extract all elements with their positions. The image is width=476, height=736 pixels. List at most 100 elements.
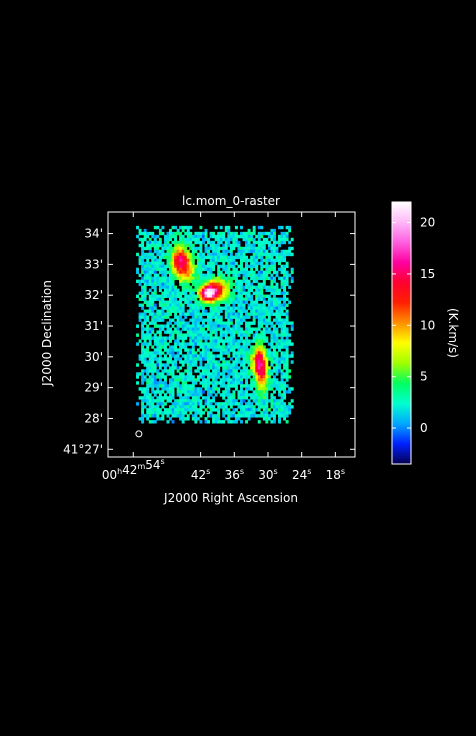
- map-pixel: [171, 306, 175, 310]
- map-pixel: [260, 381, 264, 385]
- map-pixel: [153, 336, 157, 340]
- map-pixel: [209, 381, 213, 385]
- map-pixel: [252, 243, 256, 248]
- map-pixel: [204, 399, 208, 403]
- map-pixel: [265, 261, 269, 266]
- map-pixel: [219, 384, 223, 388]
- map-pixel: [163, 237, 167, 242]
- map-pixel: [285, 276, 289, 281]
- map-pixel: [242, 342, 246, 346]
- map-pixel: [191, 351, 195, 355]
- map-pixel: [174, 255, 178, 260]
- map-pixel: [161, 297, 165, 301]
- map-pixel: [184, 246, 188, 251]
- map-pixel: [191, 270, 195, 275]
- map-pixel: [265, 312, 269, 316]
- map-pixel: [232, 378, 236, 382]
- map-pixel: [260, 303, 264, 307]
- map-pixel: [179, 345, 183, 349]
- map-pixel: [252, 372, 256, 376]
- map-pixel: [283, 258, 287, 263]
- map-pixel: [176, 321, 180, 325]
- map-pixel: [146, 390, 150, 394]
- map-pixel: [224, 300, 228, 304]
- map-pixel: [212, 300, 216, 304]
- map-pixel: [184, 273, 188, 278]
- map-pixel: [163, 291, 167, 295]
- map-pixel: [148, 378, 152, 382]
- map-pixel: [270, 414, 274, 418]
- y-tick-label: 34': [84, 227, 103, 241]
- map-pixel: [283, 234, 287, 239]
- map-pixel: [219, 333, 223, 337]
- map-pixel: [181, 345, 185, 349]
- map-pixel: [217, 345, 221, 349]
- map-pixel: [191, 243, 195, 248]
- map-pixel: [250, 369, 254, 373]
- map-pixel: [153, 291, 157, 295]
- map-pixel: [153, 294, 157, 298]
- map-pixel: [214, 363, 218, 367]
- map-pixel: [181, 405, 185, 409]
- axis-ticks: [108, 212, 355, 457]
- map-pixel: [209, 414, 213, 418]
- map-pixel: [191, 399, 195, 403]
- map-pixel: [280, 303, 284, 307]
- map-pixel: [171, 330, 175, 334]
- map-pixel: [146, 351, 150, 355]
- map-pixel: [222, 261, 226, 266]
- map-pixel: [169, 282, 172, 287]
- map-pixel: [151, 360, 155, 364]
- map-pixel: [267, 381, 271, 385]
- map-pixel: [153, 243, 157, 248]
- map-pixel: [265, 255, 269, 260]
- map-pixel: [270, 333, 274, 337]
- map-pixel: [255, 345, 259, 349]
- map-pixel: [250, 357, 254, 361]
- map-pixel: [270, 324, 274, 328]
- map-pixel: [199, 408, 203, 412]
- map-pixel: [194, 411, 198, 415]
- map-pixel: [179, 303, 183, 307]
- map-pixel: [166, 399, 170, 403]
- map-pixel: [199, 357, 203, 361]
- map-pixel: [245, 333, 249, 337]
- map-pixel: [189, 231, 193, 236]
- map-pixel: [260, 402, 264, 406]
- map-pixel: [270, 387, 274, 391]
- map-pixel: [257, 312, 261, 316]
- map-pixel: [151, 270, 155, 275]
- map-pixel: [272, 402, 276, 406]
- map-pixel: [265, 276, 269, 281]
- map-pixel: [242, 231, 246, 236]
- map-pixel: [214, 324, 218, 328]
- map-pixel: [232, 402, 236, 406]
- map-pixel: [247, 324, 251, 328]
- map-pixel: [252, 291, 256, 295]
- map-pixel: [265, 381, 269, 385]
- map-pixel: [224, 297, 228, 301]
- map-pixel: [141, 357, 145, 361]
- map-pixel: [278, 360, 281, 364]
- map-pixel: [191, 321, 195, 325]
- map-pixel: [267, 252, 271, 257]
- map-pixel: [290, 252, 294, 257]
- map-pixel: [148, 246, 152, 251]
- map-pixel: [207, 363, 210, 367]
- map-pixel: [222, 291, 226, 295]
- map-pixel: [146, 234, 150, 239]
- map-pixel: [227, 303, 231, 307]
- map-pixel: [257, 225, 261, 230]
- map-pixel: [219, 276, 223, 281]
- map-pixel: [224, 228, 228, 233]
- map-pixel: [199, 345, 203, 349]
- map-pixel: [201, 357, 205, 361]
- map-pixel: [242, 258, 246, 263]
- map-pixel: [151, 291, 155, 295]
- map-pixel: [242, 384, 246, 388]
- map-pixel: [283, 276, 287, 281]
- map-pixel: [234, 342, 238, 346]
- map-pixel: [224, 306, 228, 310]
- map-pixel: [270, 384, 274, 388]
- map-pixel: [285, 345, 289, 349]
